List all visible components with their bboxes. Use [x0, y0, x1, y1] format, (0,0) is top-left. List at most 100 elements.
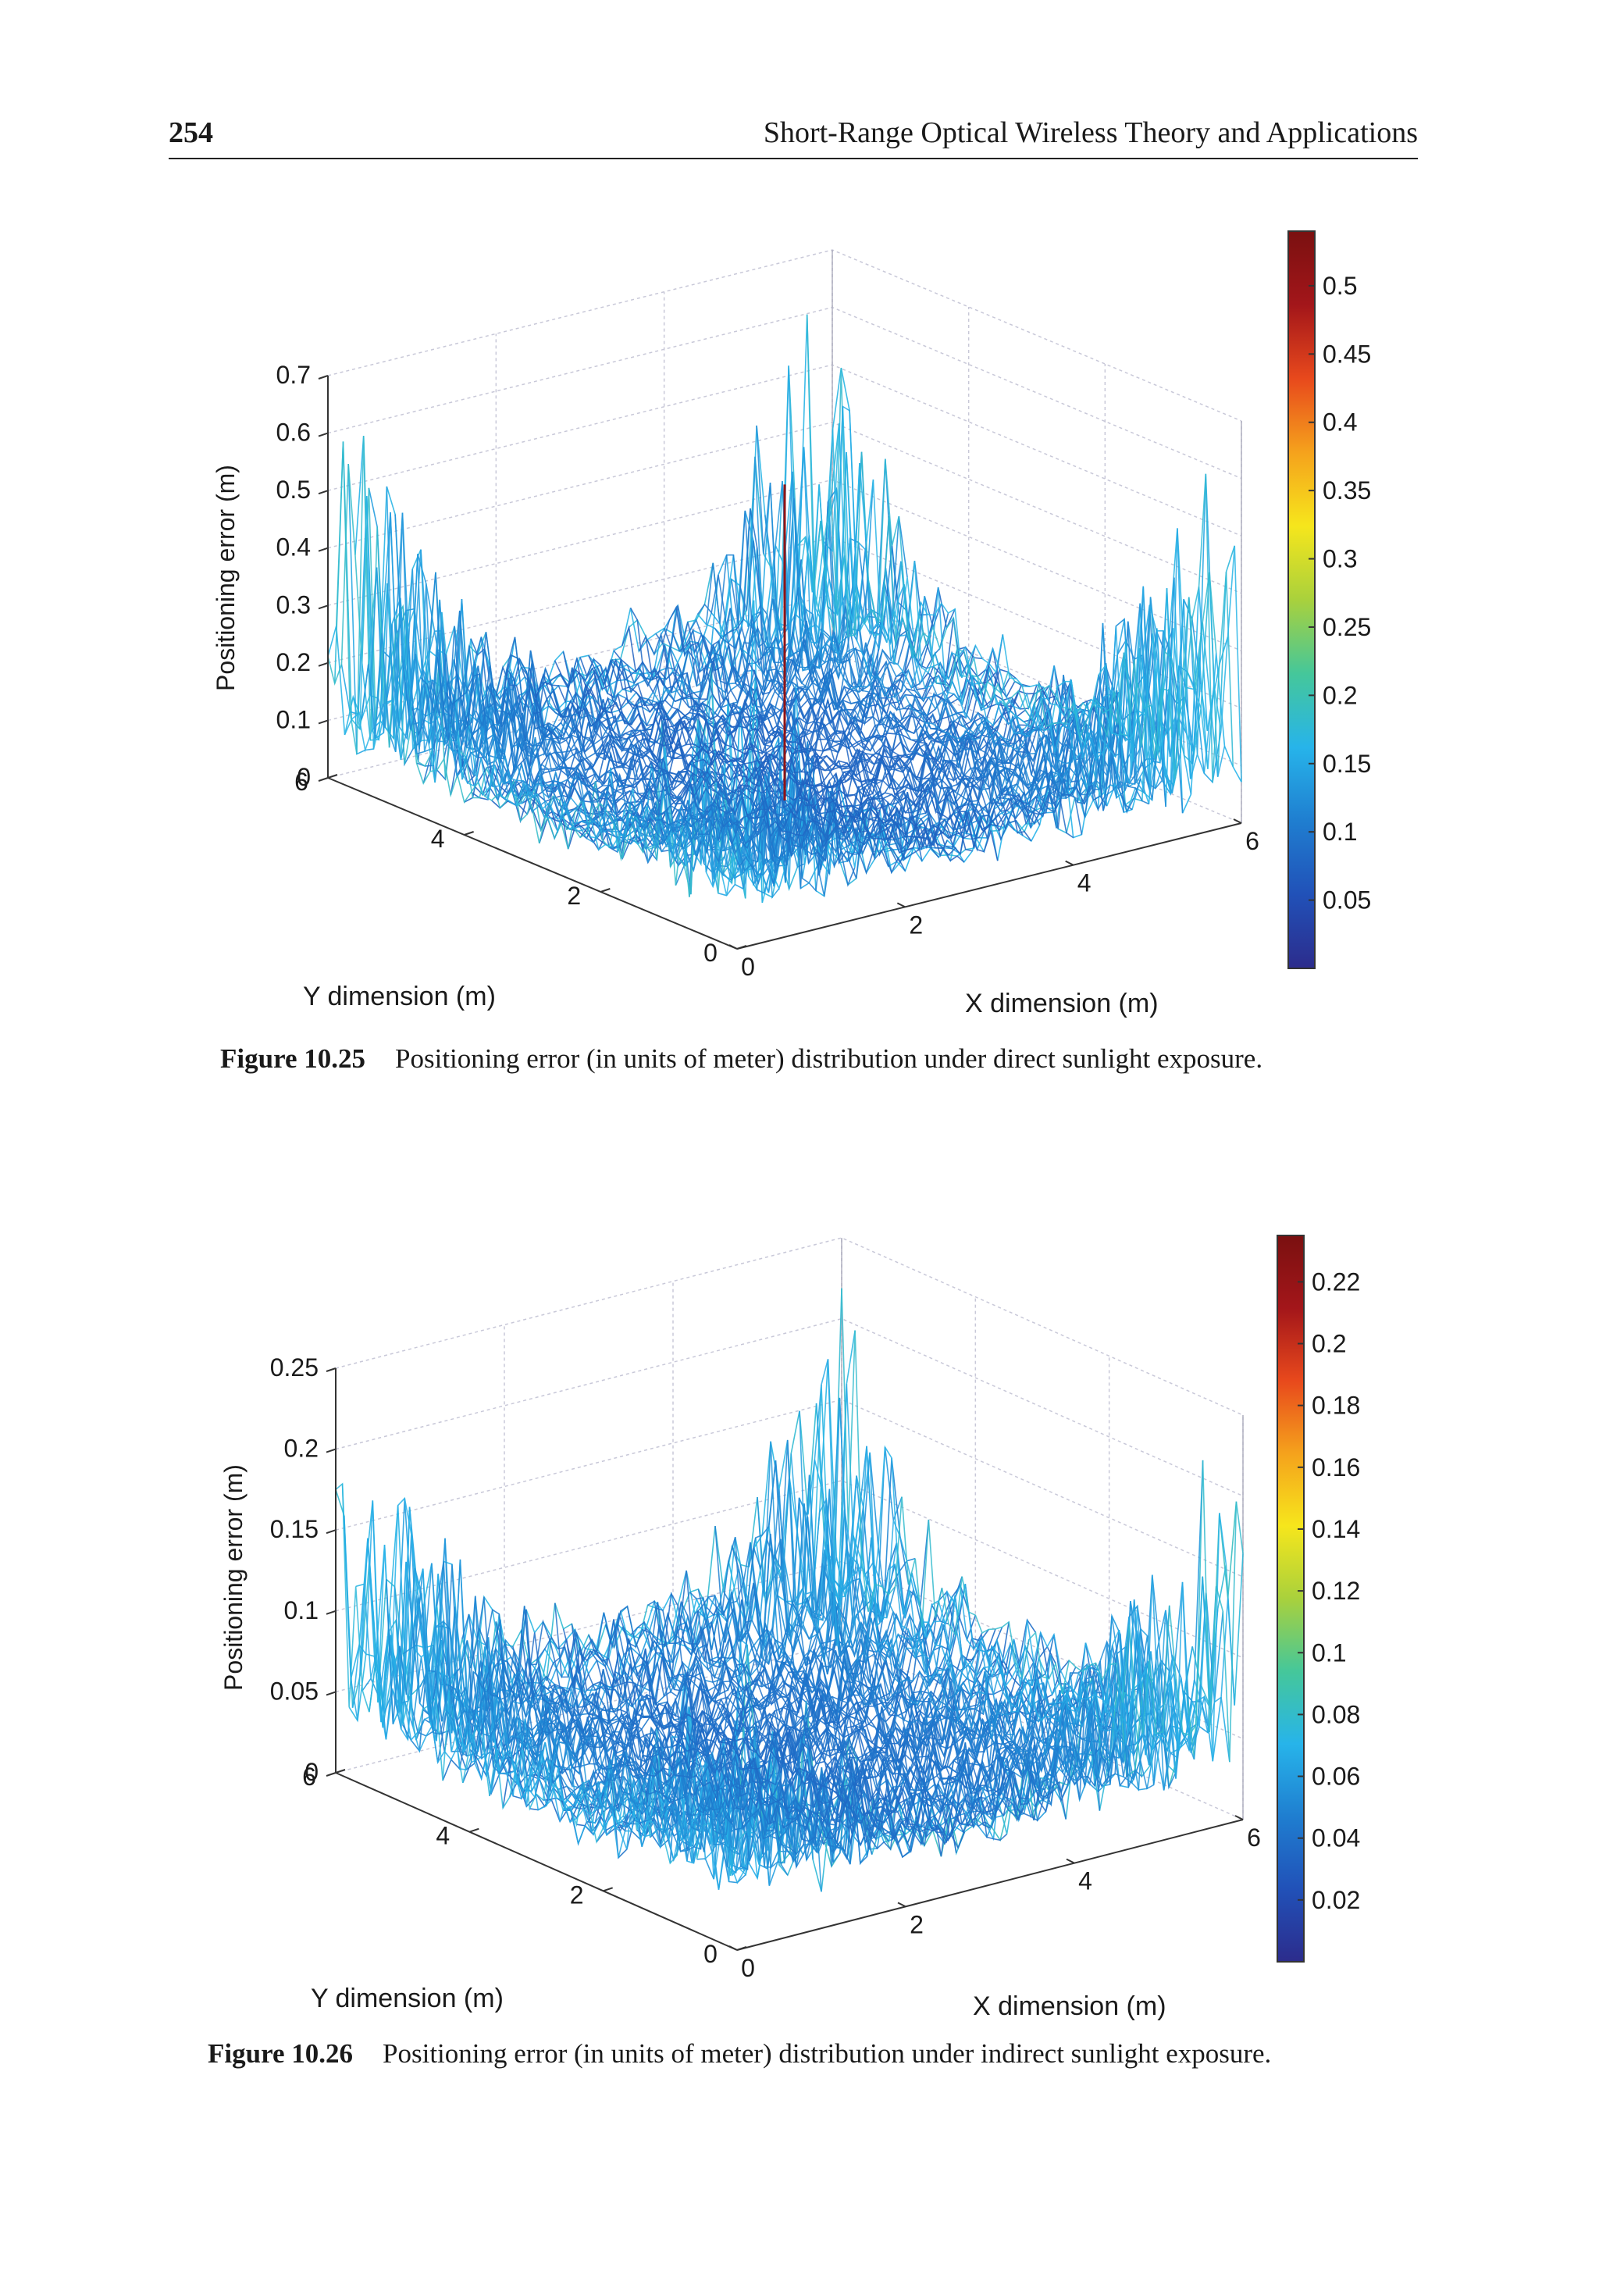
surface-line [722, 508, 1133, 811]
surface-line [781, 365, 1192, 795]
surface-line [764, 471, 1175, 790]
y-tick-label: 2 [570, 1881, 584, 1909]
x-axis-label: X dimension (m) [973, 1991, 1166, 2021]
x-tick-label: 6 [1245, 827, 1259, 855]
surface-line [621, 1627, 1024, 1822]
z-tick [318, 432, 329, 437]
surface-line [815, 1403, 1219, 1753]
surface-line [512, 1609, 915, 1847]
surface-line [841, 1288, 1244, 1763]
surface-line [689, 608, 1099, 818]
y-tick [464, 831, 474, 836]
colorbar-tick-label: 0.12 [1312, 1577, 1360, 1605]
x-tick-label: 2 [910, 1910, 924, 1938]
surface-line [706, 1582, 1109, 1794]
surface-line [832, 422, 1242, 783]
z-tick [318, 490, 329, 495]
surface-line [377, 1496, 780, 1877]
surface-line [731, 510, 1141, 814]
surface-line [453, 636, 864, 879]
grid-line [335, 1317, 1244, 1497]
colorbar-tick-label: 0.08 [1312, 1700, 1360, 1728]
surface-line [613, 1605, 1017, 1827]
z-tick-label: 0.2 [284, 1435, 319, 1463]
colorbar [1277, 1235, 1305, 1963]
surface-line [773, 1439, 1177, 1790]
y-tick [736, 945, 747, 950]
figure-caption: Figure 10.25 Positioning error (in units … [220, 1043, 1262, 1075]
colorbar-tick-label: 0.14 [1312, 1515, 1360, 1543]
z-tick-label: 0.2 [276, 648, 311, 676]
z-tick [318, 375, 329, 380]
colorbar-tick-label: 0.3 [1323, 545, 1357, 573]
surface-line [479, 632, 889, 867]
colorbar [1287, 230, 1316, 969]
z-tick-label: 0 [304, 1758, 319, 1786]
surface-line [756, 425, 1166, 808]
colorbar-tick-label: 0.2 [1323, 681, 1357, 709]
y-axis-label: Y dimension (m) [311, 1984, 504, 2013]
surface-line [799, 1397, 1202, 1760]
z-tick [326, 1691, 337, 1696]
y-tick [603, 1887, 613, 1892]
y-tick-label: 0 [703, 939, 718, 967]
surface-line [394, 1567, 796, 1886]
z-tick [318, 777, 329, 782]
colorbar-tick-label: 0.06 [1312, 1763, 1360, 1791]
colorbar-tick-label: 0.04 [1312, 1824, 1360, 1852]
y-axis-line [327, 777, 738, 950]
y-tick [600, 888, 611, 893]
z-tick-label: 0.4 [276, 533, 311, 562]
surface-line [495, 1621, 898, 1851]
figure-label: Figure 10.26 [208, 2038, 354, 2069]
z-tick-label: 0.05 [270, 1677, 319, 1705]
surface-line [656, 1607, 1058, 1822]
surface-line [588, 1635, 991, 1840]
figure-caption-text: Positioning error (in units of meter) di… [395, 1043, 1263, 1074]
x-tick-label: 0 [741, 953, 755, 981]
surface-line [588, 654, 999, 861]
surface-line [597, 1612, 999, 1829]
surface-line [419, 1559, 822, 1892]
surface-line [461, 1613, 864, 1865]
z-tick [318, 661, 329, 667]
surface-line [428, 572, 839, 897]
surface-line [486, 1658, 890, 1850]
z-tick [326, 1772, 337, 1777]
surface-line [444, 1564, 848, 1864]
z-tick-label: 0.6 [276, 419, 311, 447]
x-tick [1066, 1858, 1075, 1864]
colorbar-tick-label: 0.1 [1312, 1638, 1346, 1667]
surface-line [546, 669, 956, 856]
surface-line [470, 1596, 873, 1855]
surface-line [680, 622, 1091, 813]
surface-line [461, 645, 872, 863]
z-tick-label: 0 [297, 763, 311, 791]
x-tick [728, 1945, 738, 1951]
grid-line [335, 1480, 1244, 1659]
colorbar-tick-label: 0.22 [1312, 1267, 1360, 1296]
z-tick [318, 604, 329, 610]
surface-line [757, 1441, 1159, 1792]
surface-line [562, 651, 973, 852]
grid-line [335, 1399, 1244, 1578]
surface-line [529, 668, 940, 860]
colorbar-tick-label: 0.15 [1323, 750, 1371, 778]
running-title: Short-Range Optical Wireless Theory and … [763, 116, 1418, 149]
surface-line [554, 660, 965, 863]
surface-line [529, 1619, 932, 1854]
x-tick [897, 1902, 906, 1908]
surface-line [613, 650, 1024, 836]
surface-line [537, 1636, 940, 1841]
colorbar-tick-label: 0.02 [1312, 1886, 1360, 1914]
z-tick-label: 0.7 [276, 361, 311, 389]
x-tick [1234, 1815, 1244, 1820]
surface-line [604, 1612, 1008, 1841]
z-tick [326, 1529, 337, 1535]
x-tick [1233, 818, 1242, 824]
surface-line [655, 605, 1066, 829]
z-tick [326, 1367, 337, 1372]
z-tick-label: 0.1 [284, 1596, 319, 1624]
x-tick-label: 6 [1247, 1824, 1261, 1852]
